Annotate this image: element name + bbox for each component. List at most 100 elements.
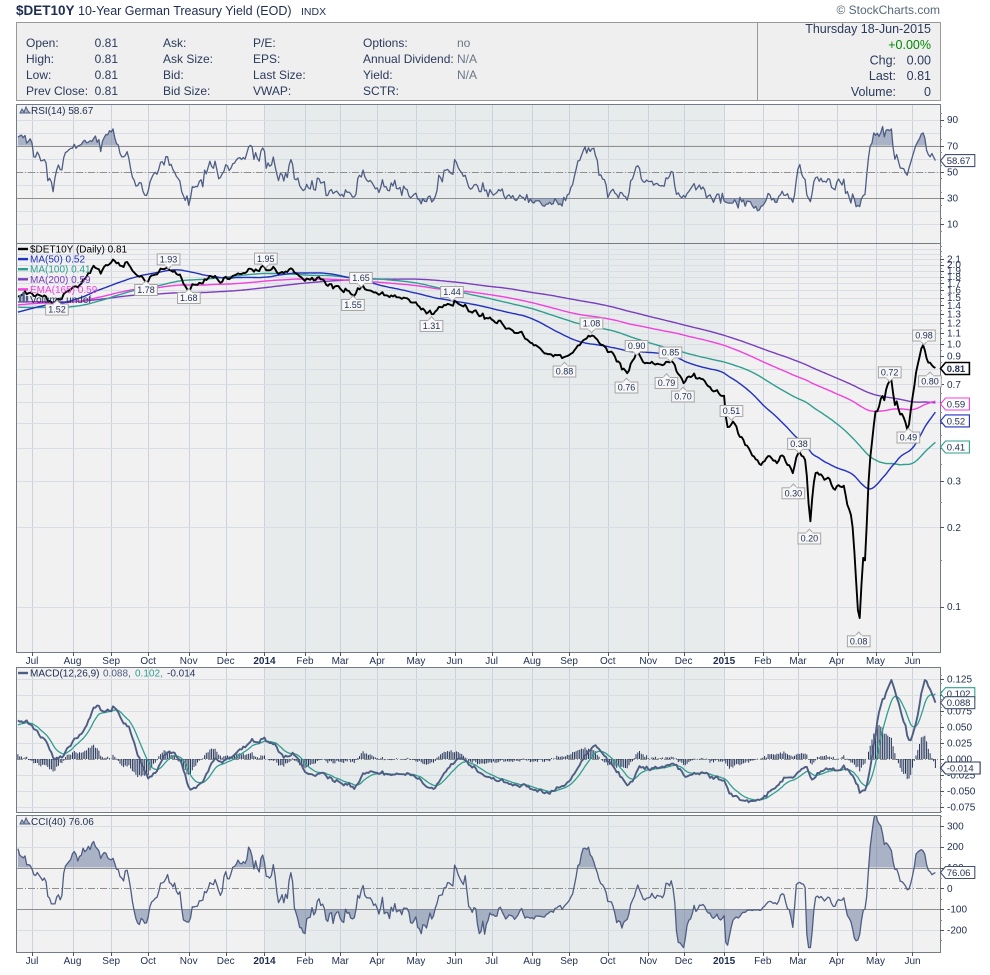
svg-text:Jul: Jul bbox=[26, 956, 39, 967]
svg-text:1.08: 1.08 bbox=[583, 319, 601, 329]
svg-text:Dec: Dec bbox=[675, 956, 693, 967]
svg-text:0.025: 0.025 bbox=[947, 739, 972, 750]
svg-text:$DET10Y (Daily) 0.81: $DET10Y (Daily) 0.81 bbox=[30, 245, 128, 256]
svg-text:Aug: Aug bbox=[64, 656, 82, 667]
svg-text:0.125: 0.125 bbox=[947, 675, 972, 686]
svg-text:Dec: Dec bbox=[217, 956, 235, 967]
svg-text:MACD(12,26,9): MACD(12,26,9) bbox=[30, 669, 99, 680]
svg-text:MA(200) 0.59: MA(200) 0.59 bbox=[30, 275, 91, 286]
svg-text:Feb: Feb bbox=[754, 956, 772, 967]
svg-text:-100: -100 bbox=[947, 905, 967, 916]
svg-text:Nov: Nov bbox=[180, 956, 198, 967]
svg-text:2015: 2015 bbox=[713, 656, 736, 667]
svg-text:0.49: 0.49 bbox=[900, 433, 918, 443]
svg-text:-0.014: -0.014 bbox=[947, 763, 974, 774]
svg-text:Aug: Aug bbox=[523, 656, 541, 667]
svg-text:Apr: Apr bbox=[829, 956, 845, 967]
svg-text:0.00: 0.00 bbox=[907, 54, 931, 68]
svg-text:© StockCharts.com: © StockCharts.com bbox=[836, 3, 940, 17]
svg-text:58.67: 58.67 bbox=[947, 156, 971, 167]
svg-text:0.81: 0.81 bbox=[947, 364, 966, 375]
svg-text:-200: -200 bbox=[947, 925, 967, 936]
svg-text:CCI(40) 76.06: CCI(40) 76.06 bbox=[31, 817, 94, 828]
svg-text:-0.025: -0.025 bbox=[947, 771, 976, 782]
svg-text:Mar: Mar bbox=[332, 956, 350, 967]
svg-text:0.81: 0.81 bbox=[95, 68, 119, 82]
svg-text:-0.050: -0.050 bbox=[947, 787, 976, 798]
svg-text:May: May bbox=[866, 956, 885, 967]
svg-text:0.81: 0.81 bbox=[907, 69, 931, 83]
svg-text:Dec: Dec bbox=[675, 656, 693, 667]
svg-text:Volume:: Volume: bbox=[851, 85, 896, 99]
svg-text:Annual Dividend:: Annual Dividend: bbox=[363, 52, 454, 66]
svg-text:Bid Size:: Bid Size: bbox=[163, 84, 210, 98]
svg-text:-0.075: -0.075 bbox=[947, 803, 976, 814]
svg-text:Ask:: Ask: bbox=[163, 36, 186, 50]
svg-text:0.000: 0.000 bbox=[947, 755, 972, 766]
svg-text:SCTR:: SCTR: bbox=[363, 84, 399, 98]
svg-text:0.79: 0.79 bbox=[658, 378, 676, 388]
svg-text:0.59: 0.59 bbox=[947, 399, 966, 410]
svg-text:Oct: Oct bbox=[140, 956, 156, 967]
svg-text:VWAP:: VWAP: bbox=[253, 84, 291, 98]
svg-text:1.44: 1.44 bbox=[443, 287, 461, 297]
svg-text:-0.014: -0.014 bbox=[167, 669, 196, 680]
svg-text:Last:: Last: bbox=[869, 69, 896, 83]
svg-text:70: 70 bbox=[947, 141, 959, 152]
svg-text:1.0: 1.0 bbox=[947, 339, 961, 350]
svg-text:0.1: 0.1 bbox=[947, 602, 961, 613]
svg-text:10-Year German Treasury Yield: 10-Year German Treasury Yield (EOD) bbox=[78, 4, 292, 18]
svg-text:EMA(165) 0.59: EMA(165) 0.59 bbox=[30, 285, 98, 296]
svg-text:1.5: 1.5 bbox=[947, 293, 961, 304]
svg-text:50: 50 bbox=[947, 167, 959, 178]
svg-text:Apr: Apr bbox=[369, 656, 385, 667]
svg-text:0.20: 0.20 bbox=[801, 534, 819, 544]
svg-text:Sep: Sep bbox=[560, 656, 578, 667]
svg-text:Nov: Nov bbox=[180, 656, 198, 667]
svg-text:Mar: Mar bbox=[789, 956, 807, 967]
svg-text:0.98: 0.98 bbox=[915, 331, 933, 341]
svg-text:May: May bbox=[866, 656, 885, 667]
svg-text:Apr: Apr bbox=[829, 656, 845, 667]
svg-text:0.51: 0.51 bbox=[723, 406, 741, 416]
svg-text:0: 0 bbox=[947, 884, 953, 895]
svg-text:Jun: Jun bbox=[447, 956, 463, 967]
svg-text:no: no bbox=[457, 36, 471, 50]
svg-text:0: 0 bbox=[924, 85, 931, 99]
svg-text:0.102: 0.102 bbox=[947, 689, 971, 700]
svg-text:1.4: 1.4 bbox=[947, 301, 961, 312]
svg-text:$DET10Y: $DET10Y bbox=[16, 3, 75, 18]
svg-text:Jun: Jun bbox=[904, 956, 920, 967]
svg-text:Feb: Feb bbox=[296, 656, 314, 667]
svg-text:90: 90 bbox=[947, 115, 959, 126]
svg-text:MA(50) 0.52: MA(50) 0.52 bbox=[30, 255, 85, 266]
svg-text:0.08: 0.08 bbox=[850, 637, 868, 647]
svg-text:1.3: 1.3 bbox=[947, 309, 961, 320]
svg-text:Feb: Feb bbox=[754, 656, 772, 667]
svg-text:0.41: 0.41 bbox=[947, 442, 966, 453]
svg-text:1.55: 1.55 bbox=[344, 300, 362, 310]
svg-text:0.80: 0.80 bbox=[921, 377, 939, 387]
svg-text:0.9: 0.9 bbox=[947, 351, 961, 362]
svg-text:INDX: INDX bbox=[301, 6, 326, 18]
svg-text:2.0: 2.0 bbox=[947, 260, 961, 271]
svg-text:Oct: Oct bbox=[600, 956, 616, 967]
svg-text:EPS:: EPS: bbox=[253, 52, 280, 66]
svg-text:10: 10 bbox=[947, 220, 959, 231]
svg-text:MA(100) 0.41: MA(100) 0.41 bbox=[30, 265, 91, 276]
svg-text:1.65: 1.65 bbox=[352, 273, 370, 283]
svg-text:Prev Close:: Prev Close: bbox=[26, 84, 88, 98]
svg-text:0.088,: 0.088, bbox=[103, 669, 131, 680]
svg-text:1.8: 1.8 bbox=[947, 272, 961, 283]
svg-text:1.95: 1.95 bbox=[257, 254, 275, 264]
svg-text:Sep: Sep bbox=[560, 956, 578, 967]
svg-text:RSI(14) 58.67: RSI(14) 58.67 bbox=[31, 106, 94, 117]
svg-text:1.1: 1.1 bbox=[947, 328, 961, 339]
svg-text:Jun: Jun bbox=[447, 656, 463, 667]
svg-text:0.088: 0.088 bbox=[947, 698, 971, 709]
svg-text:0.2: 0.2 bbox=[947, 523, 961, 534]
svg-text:Oct: Oct bbox=[140, 656, 156, 667]
svg-text:Sep: Sep bbox=[102, 956, 120, 967]
svg-text:Jul: Jul bbox=[26, 656, 39, 667]
svg-text:1.68: 1.68 bbox=[180, 293, 198, 303]
